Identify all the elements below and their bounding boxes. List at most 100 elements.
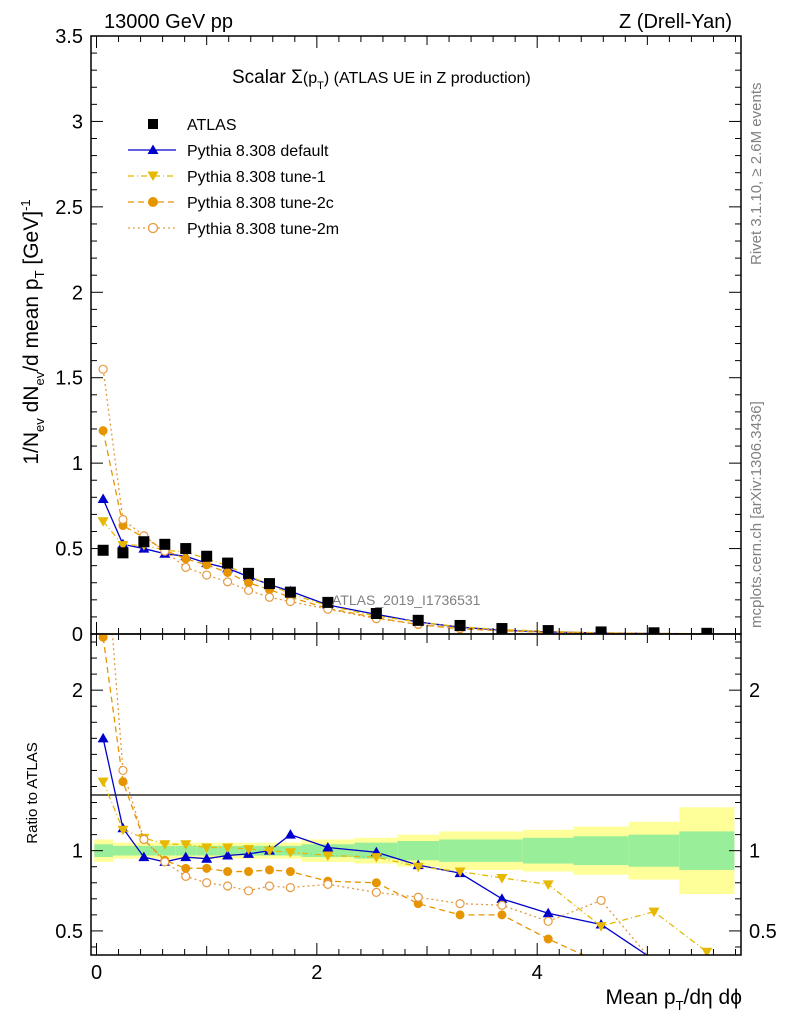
main-ytick-label-7: 3.5 bbox=[55, 26, 83, 48]
ratio-point-tune2m-2 bbox=[139, 834, 149, 845]
ratio-point-tune2m-3 bbox=[160, 857, 170, 867]
ratio-point-tune2m-1 bbox=[118, 765, 128, 776]
x-tick-label-0: 0 bbox=[91, 962, 102, 984]
main-y-label: 1/Nev dNev/d mean pT [GeV]-1 bbox=[18, 199, 47, 464]
ratio-point-tune2c-17 bbox=[649, 975, 658, 984]
ratio-point-tune2c-11 bbox=[371, 878, 381, 888]
ratio-point-default-5 bbox=[201, 853, 213, 863]
ratio-point-tune2m-4 bbox=[181, 871, 191, 881]
plot-title-prefix: Scalar bbox=[232, 67, 291, 88]
main-point-tune2m-7 bbox=[243, 585, 254, 596]
ratio-point-default-9 bbox=[284, 829, 296, 839]
main-y-label-d-sup: -1 bbox=[18, 199, 33, 211]
ratio-point-default-18 bbox=[701, 974, 712, 984]
legend-atlas: ATLAS bbox=[148, 117, 237, 134]
ratio-ytick-label-left-1: 1 bbox=[72, 841, 83, 863]
main-point-tune2c-0 bbox=[98, 426, 108, 436]
main-point-tune2m-8 bbox=[264, 592, 275, 602]
ratio-point-tune1-5 bbox=[201, 843, 213, 853]
ratio-point-tune1-10 bbox=[322, 851, 334, 861]
main-point-default-0 bbox=[97, 493, 109, 504]
main-y-label-a: 1/N bbox=[20, 432, 43, 465]
ratio-point-tune1-7 bbox=[243, 845, 255, 855]
ratio-point-tune2m-10 bbox=[323, 879, 333, 889]
ratio-point-tune2m-16 bbox=[596, 895, 606, 906]
ratio-point-tune1-12 bbox=[412, 862, 424, 873]
x-axis-label-b: /dη dϕ bbox=[684, 986, 742, 1009]
ratio-point-tune1-15 bbox=[542, 880, 554, 890]
main-y-label-c-sub: T bbox=[32, 270, 47, 278]
legend-tune2c-marker bbox=[148, 197, 158, 207]
plot-title: Scalar Σ(pT) (ATLAS UE in Z production) bbox=[232, 67, 531, 92]
main-point-tune2m-0 bbox=[98, 364, 108, 374]
band-green-0 bbox=[94, 844, 114, 858]
main-line-tune1 bbox=[102, 520, 707, 634]
main-y-label-b: dN bbox=[20, 386, 43, 419]
main-point-atlas-11 bbox=[370, 607, 382, 619]
main-panel: 0 0.5 1 1.5 2 2.5 3 3.5 bbox=[55, 26, 742, 646]
legend-default-marker bbox=[147, 144, 159, 154]
main-point-atlas-4 bbox=[180, 543, 192, 555]
main-point-tune2c-5 bbox=[202, 560, 212, 570]
ratio-point-tune2c-12 bbox=[413, 899, 423, 909]
main-ytick-label-5: 2.5 bbox=[55, 197, 83, 219]
main-line-default bbox=[102, 498, 707, 634]
ratio-point-default-0 bbox=[97, 732, 109, 743]
ratio-point-tune2c-6 bbox=[223, 867, 233, 877]
main-point-atlas-1 bbox=[117, 547, 129, 559]
band-green-17 bbox=[628, 834, 680, 867]
band-green-4 bbox=[175, 845, 197, 856]
main-point-atlas-0 bbox=[97, 544, 109, 556]
plot-title-rest: (ATLAS UE in Z production) bbox=[329, 70, 531, 87]
ratio-point-default-14 bbox=[496, 893, 508, 903]
ratio-point-tune2m-15 bbox=[543, 916, 553, 926]
x-axis-label-a-sub: T bbox=[676, 998, 684, 1013]
ratio-point-tune1-14 bbox=[496, 873, 508, 884]
main-ytick-label-2: 1 bbox=[72, 453, 83, 475]
analysis-label: ATLAS_2019_I1736531 bbox=[332, 592, 481, 608]
ratio-line-tune2m bbox=[111, 634, 649, 955]
main-point-tune2m-1 bbox=[118, 514, 128, 525]
ratio-point-tune2c-8 bbox=[264, 865, 274, 875]
ratio-point-tune2m-12 bbox=[413, 892, 423, 902]
ratio-panel: 0.5 0.5 1 1 2 2 0 2 4 bbox=[55, 633, 777, 984]
legend-tune2c: Pythia 8.308 tune-2c bbox=[128, 195, 334, 212]
legend-tune1: Pythia 8.308 tune-1 bbox=[128, 169, 326, 186]
main-point-tune1-1 bbox=[117, 541, 129, 551]
legend-tune2m-label: Pythia 8.308 tune-2m bbox=[187, 221, 339, 238]
ratio-point-tune2c-4 bbox=[181, 863, 191, 873]
ratio-point-tune1-8 bbox=[263, 846, 275, 857]
header-right: Z (Drell-Yan) bbox=[619, 11, 732, 33]
ratio-bands bbox=[94, 807, 735, 895]
main-point-atlas-10 bbox=[322, 596, 334, 608]
main-y-label-a-sub: ev bbox=[32, 418, 47, 432]
ratio-point-tune2m-17 bbox=[650, 959, 658, 967]
plot-title-pt-open: (p bbox=[303, 70, 317, 87]
header-left: 13000 GeV pp bbox=[104, 11, 233, 33]
ratio-xtick-labels: 0 2 4 bbox=[91, 962, 543, 984]
ratio-ytick-label-right-2: 2 bbox=[749, 680, 760, 702]
legend-atlas-label: ATLAS bbox=[187, 117, 237, 134]
ratio-point-default-10 bbox=[322, 841, 334, 852]
ratio-point-tune2c-5 bbox=[202, 863, 212, 873]
main-y-label-d: [GeV] bbox=[20, 211, 43, 271]
ratio-point-tune1-18 bbox=[701, 947, 713, 955]
band-green-16 bbox=[573, 836, 629, 866]
ratio-ytick-label-left-2: 2 bbox=[72, 680, 83, 702]
main-point-atlas-6 bbox=[222, 557, 234, 569]
rivet-label: Rivet 3.1.10, ≥ 2.6M events bbox=[748, 83, 765, 266]
ratio-point-tune1-16 bbox=[595, 922, 607, 932]
ratio-ytick-label-right-0: 0.5 bbox=[749, 921, 777, 943]
ratio-point-tune2m-8 bbox=[264, 881, 275, 891]
legend-tune2c-label: Pythia 8.308 tune-2c bbox=[187, 195, 334, 212]
ratio-point-tune1-17 bbox=[648, 907, 660, 918]
ratio-point-tune1-11 bbox=[370, 853, 382, 863]
band-green-14 bbox=[481, 839, 523, 862]
ratio-point-tune2c-13 bbox=[455, 910, 465, 920]
main-ytick-label-4: 2 bbox=[72, 282, 83, 304]
main-ytick-label-3: 1.5 bbox=[55, 368, 83, 390]
main-y-label-c: /d mean p bbox=[20, 278, 43, 371]
legend-default: Pythia 8.308 default bbox=[128, 143, 329, 160]
ratio-point-tune2m-9 bbox=[285, 882, 296, 893]
main-point-atlas-12 bbox=[412, 614, 424, 626]
